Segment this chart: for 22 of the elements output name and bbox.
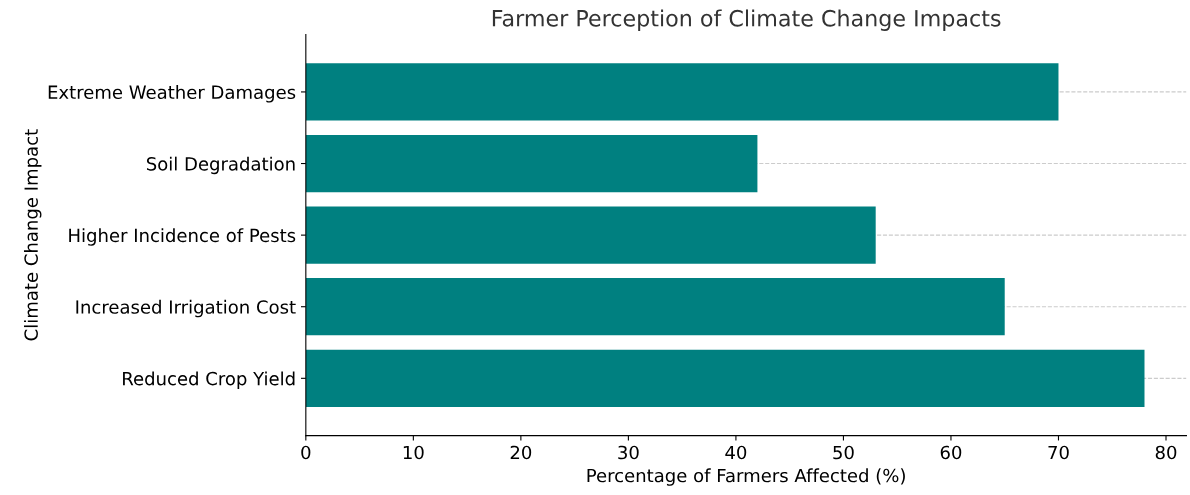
y-tick-label: Increased Irrigation Cost xyxy=(76,299,296,318)
x-tick-label: 30 xyxy=(618,445,639,460)
y-tick-label: Soil Degradation xyxy=(146,156,295,175)
x-tick-label: 10 xyxy=(403,445,424,460)
x-tick-label: 70 xyxy=(1048,445,1069,460)
x-tick-label: 40 xyxy=(725,445,747,460)
bar xyxy=(305,63,1059,121)
y-tick-label: Reduced Crop Yield xyxy=(123,371,295,389)
x-tick-label: 50 xyxy=(833,445,854,460)
x-tick-label: 80 xyxy=(1155,445,1177,460)
x-tick-label: 60 xyxy=(940,445,962,460)
x-axis-title: Percentage of Farmers Affected (%) xyxy=(587,468,905,486)
y-tick-label: Higher Incidence of Pests xyxy=(69,228,296,246)
y-axis-title: Climate Change Impact xyxy=(23,129,42,341)
y-tick-label: Extreme Weather Damages xyxy=(48,85,296,103)
bar xyxy=(305,206,876,264)
chart-title: Farmer Perception of Climate Change Impacts xyxy=(492,9,1001,31)
bar xyxy=(305,349,1145,407)
bar xyxy=(305,278,1005,336)
bar xyxy=(305,134,758,193)
x-tick-label: 0 xyxy=(301,445,311,460)
x-tick-label: 20 xyxy=(510,445,532,460)
